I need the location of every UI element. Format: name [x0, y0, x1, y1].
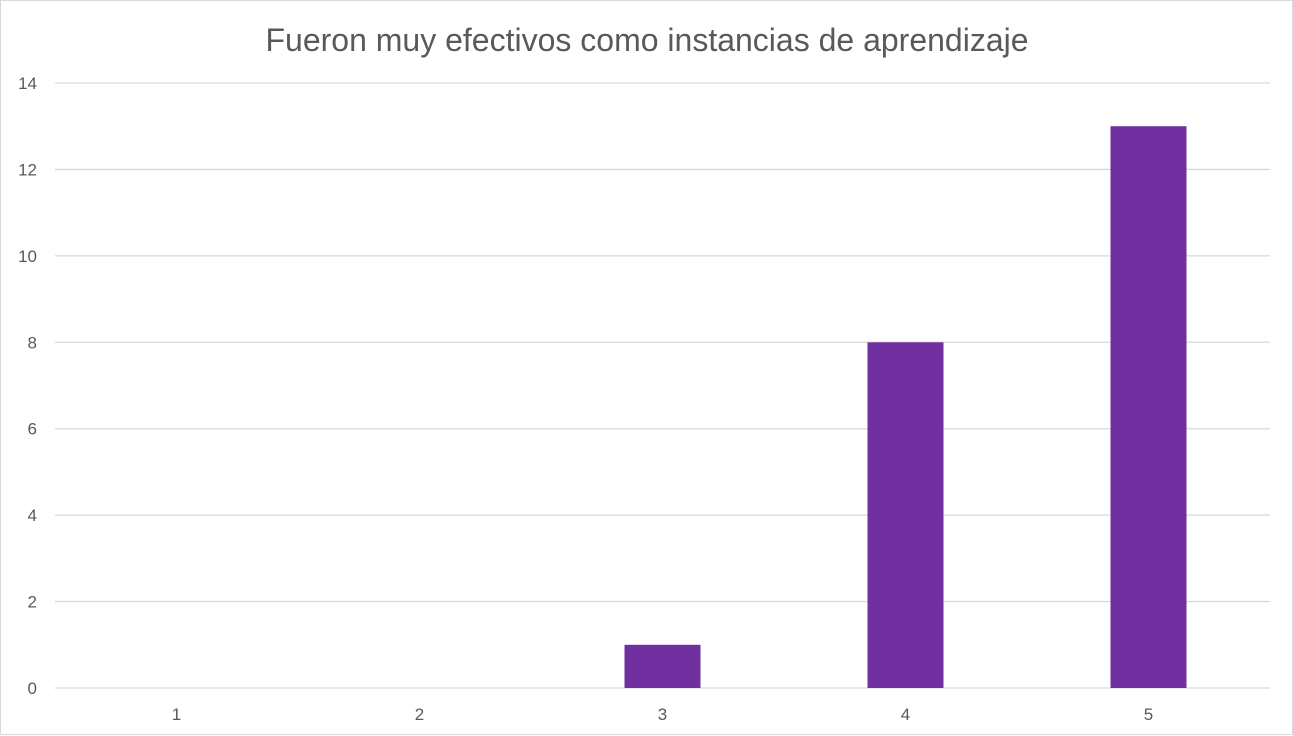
gridlines	[55, 82, 1270, 689]
y-axis-ticks: 0 2 4 6 8 10 12 14	[18, 74, 37, 698]
bar-series	[624, 126, 1187, 688]
y-tick-label: 10	[18, 247, 37, 266]
x-axis-ticks: 1 2 3 4 5	[172, 705, 1153, 724]
bar-4	[867, 342, 944, 688]
y-tick-label: 6	[28, 420, 37, 439]
x-tick-label: 1	[172, 705, 181, 724]
y-tick-label: 4	[28, 506, 37, 525]
y-tick-label: 8	[28, 333, 37, 352]
x-tick-label: 3	[658, 705, 667, 724]
x-tick-label: 4	[901, 705, 910, 724]
y-tick-label: 2	[28, 593, 37, 612]
x-tick-label: 2	[415, 705, 424, 724]
x-tick-label: 5	[1144, 705, 1153, 724]
y-tick-label: 14	[18, 74, 37, 93]
chart-title: Fueron muy efectivos como instancias de …	[265, 22, 1028, 58]
bar-3	[624, 644, 701, 688]
y-tick-label: 12	[18, 160, 37, 179]
y-tick-label: 0	[28, 679, 37, 698]
bar-5	[1110, 126, 1187, 688]
